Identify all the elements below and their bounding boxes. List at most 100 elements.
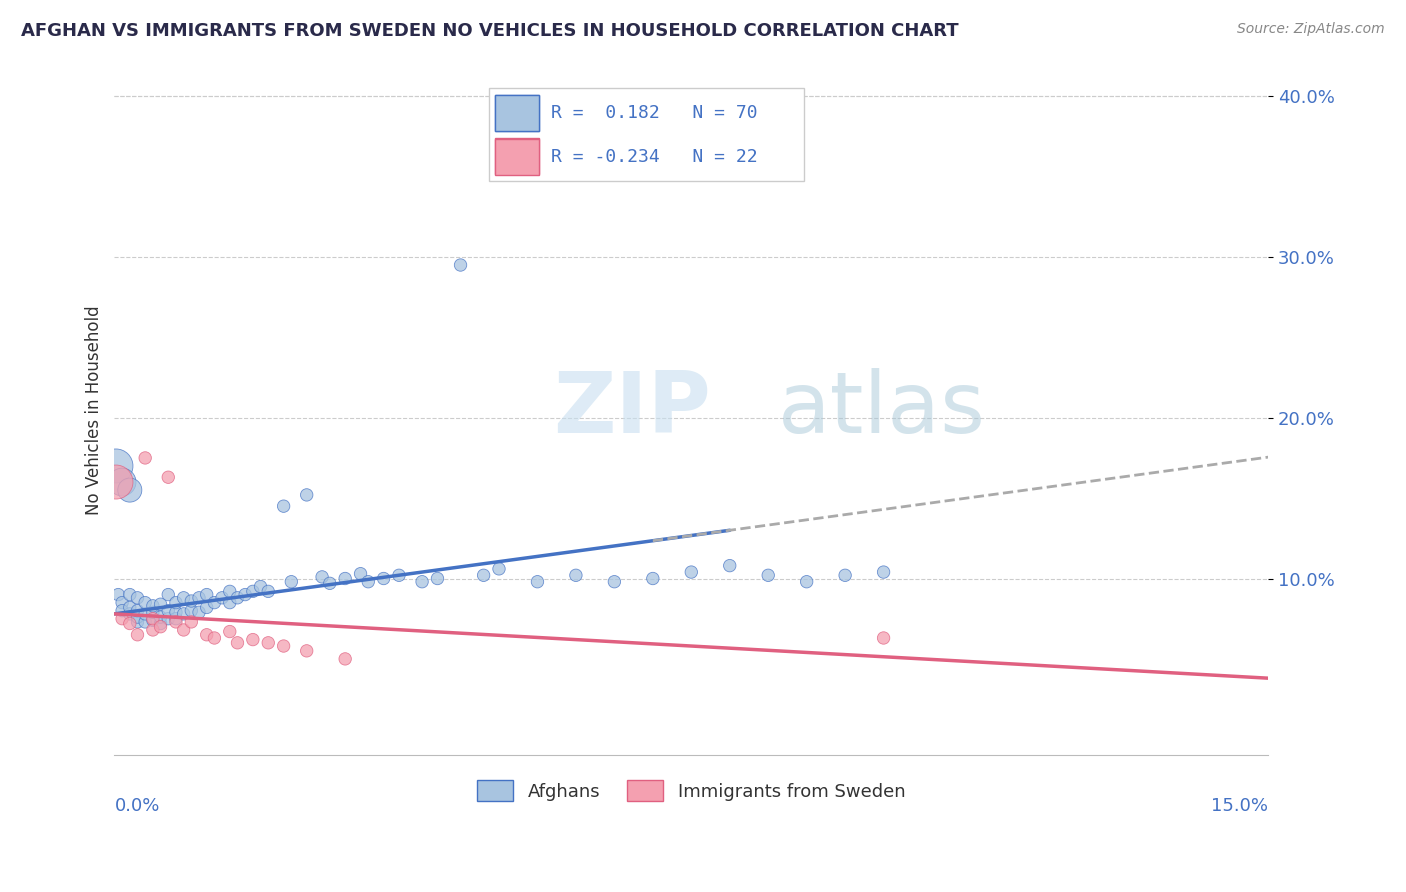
Point [295, 488, 318, 502]
Point [333, 572, 356, 586]
Point [249, 580, 271, 594]
Point [134, 607, 156, 621]
Point [195, 588, 218, 602]
Point [111, 612, 134, 626]
Point [157, 588, 180, 602]
Point [157, 612, 180, 626]
Point [526, 574, 548, 589]
Point [349, 566, 371, 581]
Point [388, 568, 411, 582]
Point [165, 596, 187, 610]
Point [149, 620, 172, 634]
Point [149, 597, 172, 611]
Point [180, 604, 202, 618]
Point [104, 475, 127, 489]
Point [195, 628, 218, 642]
Point [142, 599, 165, 613]
Point [188, 591, 211, 605]
Point [118, 600, 141, 615]
FancyBboxPatch shape [495, 95, 538, 131]
Point [242, 584, 264, 599]
Text: 0.0%: 0.0% [114, 797, 160, 814]
Point [641, 572, 664, 586]
Point [118, 607, 141, 621]
Text: R = -0.234   N = 22: R = -0.234 N = 22 [551, 148, 758, 167]
FancyBboxPatch shape [495, 95, 538, 131]
Point [218, 596, 240, 610]
Text: R =  0.182   N = 70: R = 0.182 N = 70 [551, 104, 758, 122]
Text: ZIP: ZIP [553, 368, 710, 451]
Y-axis label: No Vehicles in Household: No Vehicles in Household [86, 305, 103, 515]
Point [872, 565, 894, 579]
Point [127, 628, 149, 642]
Text: 15.0%: 15.0% [1211, 797, 1268, 814]
Point [280, 574, 302, 589]
Point [311, 570, 333, 584]
Point [149, 616, 172, 631]
Point [134, 596, 156, 610]
Point [273, 639, 295, 653]
Point [118, 616, 141, 631]
Point [195, 600, 218, 615]
Point [127, 610, 149, 624]
Point [233, 588, 256, 602]
Point [202, 596, 225, 610]
Point [796, 574, 818, 589]
Point [173, 607, 195, 621]
Point [756, 568, 779, 582]
Point [411, 574, 433, 589]
Point [180, 594, 202, 608]
Point [319, 576, 342, 591]
Point [872, 631, 894, 645]
Point [165, 612, 187, 626]
Point [165, 615, 187, 629]
Point [257, 584, 280, 599]
Point [157, 604, 180, 618]
Text: AFGHAN VS IMMIGRANTS FROM SWEDEN NO VEHICLES IN HOUSEHOLD CORRELATION CHART: AFGHAN VS IMMIGRANTS FROM SWEDEN NO VEHI… [21, 22, 959, 40]
Point [173, 591, 195, 605]
Point [118, 588, 141, 602]
Point [565, 568, 588, 582]
Point [426, 572, 449, 586]
Point [142, 623, 165, 637]
Point [357, 574, 380, 589]
Point [218, 584, 240, 599]
Point [165, 605, 187, 619]
Point [134, 450, 156, 465]
Point [127, 591, 149, 605]
Point [142, 605, 165, 619]
Point [111, 475, 134, 489]
Point [242, 632, 264, 647]
Point [295, 644, 318, 658]
Text: atlas: atlas [778, 368, 986, 451]
Point [333, 652, 356, 666]
FancyBboxPatch shape [489, 88, 804, 181]
Legend: Afghans, Immigrants from Sweden: Afghans, Immigrants from Sweden [470, 773, 912, 808]
Point [180, 615, 202, 629]
Point [211, 591, 233, 605]
Point [472, 568, 495, 582]
Point [218, 624, 240, 639]
Point [718, 558, 741, 573]
Text: Source: ZipAtlas.com: Source: ZipAtlas.com [1237, 22, 1385, 37]
Point [202, 631, 225, 645]
Point [107, 588, 129, 602]
Point [273, 499, 295, 513]
FancyBboxPatch shape [495, 138, 538, 174]
Point [488, 562, 510, 576]
Point [681, 565, 703, 579]
Point [149, 610, 172, 624]
Point [257, 636, 280, 650]
Point [834, 568, 856, 582]
Point [134, 615, 156, 629]
Point [173, 623, 195, 637]
Point [157, 470, 180, 484]
Point [226, 636, 249, 650]
Point [603, 574, 626, 589]
Point [104, 458, 127, 473]
Point [142, 612, 165, 626]
Point [127, 615, 149, 629]
Point [111, 596, 134, 610]
Point [450, 258, 472, 272]
Point [142, 613, 165, 627]
